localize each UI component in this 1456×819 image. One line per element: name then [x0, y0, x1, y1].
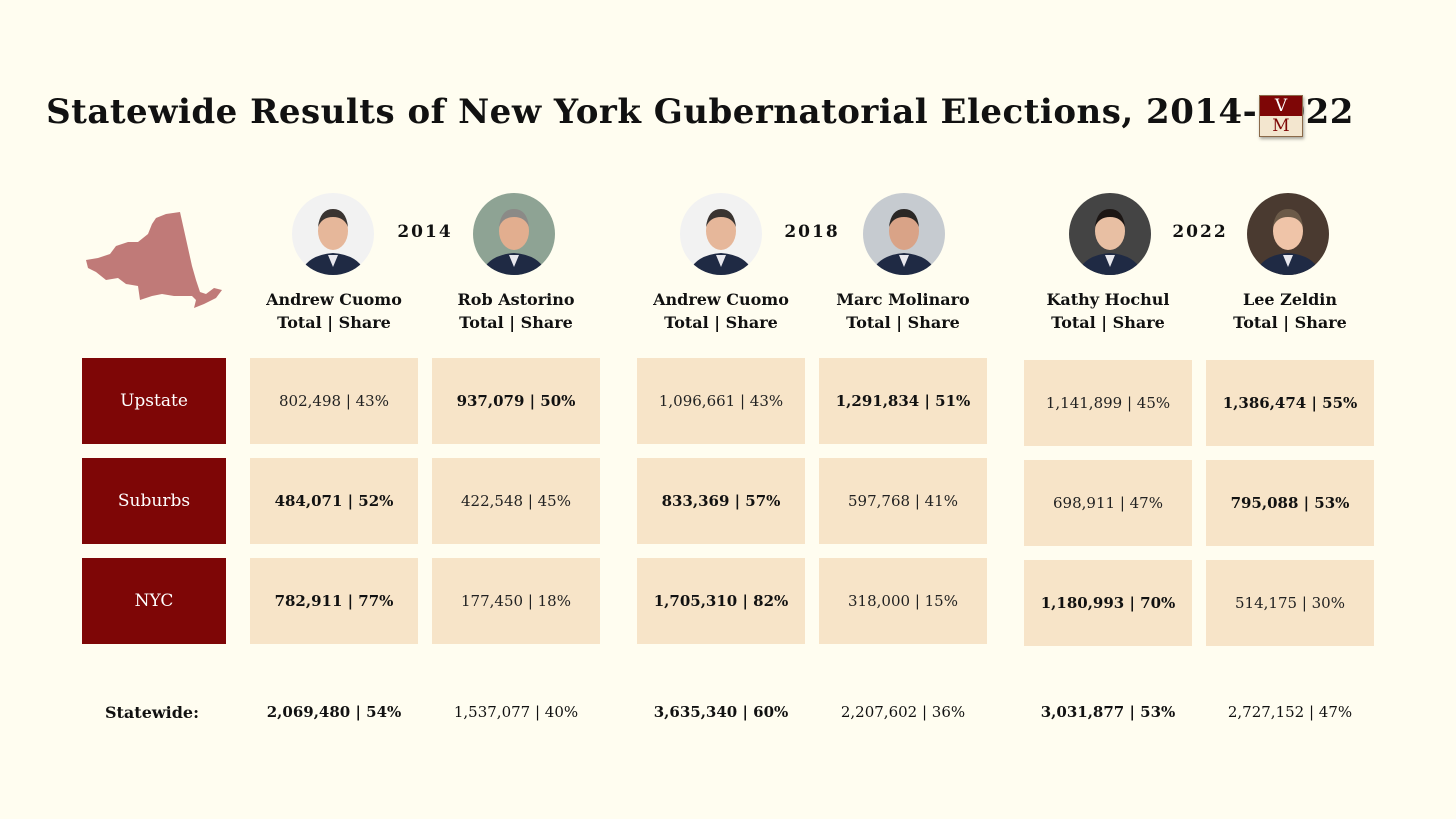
row-label-upstate: Upstate	[82, 358, 226, 444]
statewide-andrew-cuomo-2018: 3,635,340 | 60%	[653, 703, 789, 721]
column-subheader: Total | Share	[846, 313, 960, 332]
candidate-photo-marc-molinaro-2018	[863, 193, 945, 275]
candidate-header-lee-zeldin-2022: Lee Zeldin Total | Share	[1206, 288, 1374, 334]
column-subheader: Total | Share	[1051, 313, 1165, 332]
candidate-header-andrew-cuomo-2018: Andrew Cuomo Total | Share	[637, 288, 805, 334]
candidate-name: Marc Molinaro	[836, 290, 970, 309]
cell-suburbs-andrew-cuomo-2014: 484,071 | 52%	[250, 458, 418, 544]
row-label-nyc: NYC	[82, 558, 226, 644]
candidate-photo-kathy-hochul-2022	[1069, 193, 1151, 275]
statewide-rob-astorino-2014: 1,537,077 | 40%	[453, 703, 579, 721]
year-label-2022: 2022	[1172, 222, 1228, 242]
year-label-2014: 2014	[397, 222, 453, 242]
logo-letter-bottom: M	[1272, 116, 1290, 136]
column-subheader: Total | Share	[664, 313, 778, 332]
candidate-photo-lee-zeldin-2022	[1247, 193, 1329, 275]
candidate-header-marc-molinaro-2018: Marc Molinaro Total | Share	[819, 288, 987, 334]
cell-nyc-rob-astorino-2014: 177,450 | 18%	[432, 558, 600, 644]
cell-upstate-marc-molinaro-2018: 1,291,834 | 51%	[819, 358, 987, 444]
logo-letter-top: V	[1260, 96, 1302, 116]
candidate-name: Lee Zeldin	[1242, 290, 1337, 309]
chart-title: Statewide Results of New York Gubernator…	[46, 92, 1354, 132]
cell-upstate-lee-zeldin-2022: 1,386,474 | 55%	[1206, 360, 1374, 446]
cell-nyc-kathy-hochul-2022: 1,180,993 | 70%	[1024, 560, 1192, 646]
candidate-header-andrew-cuomo-2014: Andrew Cuomo Total | Share	[250, 288, 418, 334]
cell-upstate-rob-astorino-2014: 937,079 | 50%	[432, 358, 600, 444]
cell-upstate-kathy-hochul-2022: 1,141,899 | 45%	[1024, 360, 1192, 446]
candidate-name: Rob Astorino	[457, 290, 575, 309]
column-subheader: Total | Share	[1233, 313, 1347, 332]
candidate-name: Andrew Cuomo	[266, 290, 402, 309]
candidate-header-rob-astorino-2014: Rob Astorino Total | Share	[432, 288, 600, 334]
cell-suburbs-marc-molinaro-2018: 597,768 | 41%	[819, 458, 987, 544]
cell-nyc-marc-molinaro-2018: 318,000 | 15%	[819, 558, 987, 644]
candidate-photo-andrew-cuomo-2014	[292, 193, 374, 275]
statewide-marc-molinaro-2018: 2,207,602 | 36%	[840, 703, 966, 721]
candidate-name: Andrew Cuomo	[653, 290, 789, 309]
column-subheader: Total | Share	[277, 313, 391, 332]
cell-upstate-andrew-cuomo-2018: 1,096,661 | 43%	[637, 358, 805, 444]
vm-logo: V M	[1259, 95, 1303, 137]
column-subheader: Total | Share	[459, 313, 573, 332]
candidate-header-kathy-hochul-2022: Kathy Hochul Total | Share	[1024, 288, 1192, 334]
statewide-andrew-cuomo-2014: 2,069,480 | 54%	[266, 703, 402, 721]
candidate-name: Kathy Hochul	[1046, 290, 1170, 309]
candidate-photo-rob-astorino-2014	[473, 193, 555, 275]
new-york-state-map-icon	[86, 212, 222, 308]
cell-suburbs-rob-astorino-2014: 422,548 | 45%	[432, 458, 600, 544]
statewide-label: Statewide:	[104, 703, 199, 722]
statewide-kathy-hochul-2022: 3,031,877 | 53%	[1040, 703, 1176, 721]
cell-nyc-andrew-cuomo-2014: 782,911 | 77%	[250, 558, 418, 644]
cell-nyc-lee-zeldin-2022: 514,175 | 30%	[1206, 560, 1374, 646]
candidate-photo-andrew-cuomo-2018	[680, 193, 762, 275]
row-label-suburbs: Suburbs	[82, 458, 226, 544]
cell-suburbs-kathy-hochul-2022: 698,911 | 47%	[1024, 460, 1192, 546]
cell-suburbs-lee-zeldin-2022: 795,088 | 53%	[1206, 460, 1374, 546]
cell-upstate-andrew-cuomo-2014: 802,498 | 43%	[250, 358, 418, 444]
cell-suburbs-andrew-cuomo-2018: 833,369 | 57%	[637, 458, 805, 544]
year-label-2018: 2018	[784, 222, 840, 242]
statewide-lee-zeldin-2022: 2,727,152 | 47%	[1227, 703, 1353, 721]
cell-nyc-andrew-cuomo-2018: 1,705,310 | 82%	[637, 558, 805, 644]
